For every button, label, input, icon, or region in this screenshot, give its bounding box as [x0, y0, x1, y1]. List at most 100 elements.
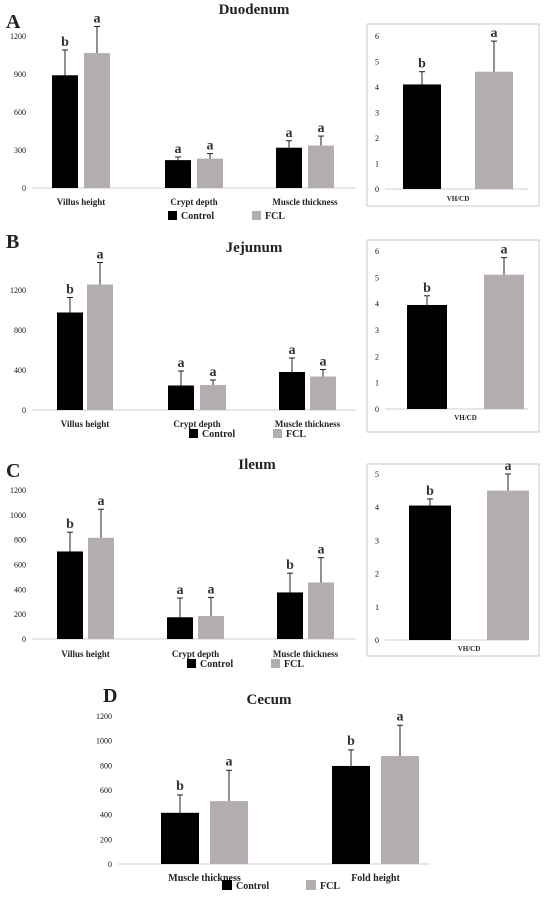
significance-letter: a [318, 543, 325, 558]
bar-fcl [484, 274, 524, 409]
legend-swatch-control [187, 659, 196, 668]
y-tick-label: 5 [375, 470, 379, 479]
y-tick-label: 1200 [10, 32, 26, 41]
y-tick-label: 3 [375, 109, 379, 118]
y-tick-label: 600 [14, 108, 26, 117]
y-tick-label: 1200 [10, 486, 26, 495]
legend-label-fcl: FCL [265, 211, 285, 222]
y-tick-label: 400 [14, 585, 26, 594]
legend-swatch-fcl [273, 429, 282, 438]
significance-letter: a [286, 126, 293, 141]
y-tick-label: 800 [14, 326, 26, 335]
panel-letter-b: B [6, 231, 19, 253]
category-label: Crypt depth [172, 649, 219, 659]
legend-swatch-control [222, 880, 232, 890]
legend: Control FCL [189, 429, 306, 440]
legend-label-control: Control [200, 659, 233, 670]
y-tick-label: 400 [100, 811, 112, 820]
chart-jejunum-main: 0 400 800 1200 b a Villus height a a Crypt depth a… [10, 248, 356, 429]
bar-fcl [310, 376, 336, 410]
bar-fcl [198, 616, 224, 639]
bar-fcl [308, 582, 334, 639]
bar-fcl [84, 53, 110, 188]
legend-swatch-fcl [252, 211, 261, 220]
chart-ileum-vhcd: 0 1 2 3 4 5 b a VH/CD [375, 459, 529, 653]
y-tick-label: 600 [14, 561, 26, 570]
y-tick-label: 2 [375, 352, 379, 361]
vhcd-frame-jejunum [366, 239, 540, 433]
bar-control [57, 551, 83, 639]
significance-letter: b [347, 734, 355, 749]
bar-control [52, 75, 78, 188]
y-tick-label: 5 [375, 273, 379, 282]
legend-swatch-fcl [271, 659, 280, 668]
significance-letter: a [98, 494, 105, 509]
y-tick-label: 3 [375, 536, 379, 545]
bar-fcl [381, 756, 419, 864]
significance-letter: a [491, 26, 498, 41]
y-tick-label: 1000 [10, 511, 26, 520]
bar-fcl [197, 158, 223, 188]
bar-fcl [88, 537, 114, 639]
bar-fcl [210, 801, 248, 864]
significance-letter: a [175, 142, 182, 157]
panel-title-ileum: Ileum [238, 457, 276, 473]
legend-label-control: Control [236, 881, 269, 892]
category-label: VH/CD [458, 645, 481, 653]
y-tick-label: 1000 [96, 737, 112, 746]
y-tick-label: 0 [108, 860, 112, 869]
panel-title-jejunum: Jejunum [226, 240, 283, 256]
y-tick-label: 0 [375, 636, 379, 645]
bar-fcl [487, 490, 529, 640]
significance-letter: a [397, 709, 404, 724]
y-tick-label: 5 [375, 58, 379, 67]
legends-layer: Control FCL Control FCL Control FCL Control FCL [168, 211, 340, 892]
y-tick-label: 1 [375, 603, 379, 612]
y-tick-label: 6 [375, 247, 379, 256]
y-tick-label: 1200 [96, 712, 112, 721]
bar-control [403, 84, 441, 189]
bar-fcl [87, 284, 113, 410]
y-tick-label: 200 [14, 610, 26, 619]
category-label: Fold height [351, 873, 400, 884]
significance-letter: b [66, 517, 74, 532]
legend-label-fcl: FCL [320, 881, 340, 892]
significance-letter: b [176, 779, 184, 794]
chart-ileum-main: 0 200 400 600 800 1000 1200 b a Villus height a a Cr… [10, 486, 356, 659]
bar-control [168, 385, 194, 410]
significance-letter: a [501, 243, 508, 258]
bar-control [167, 617, 193, 639]
y-tick-label: 800 [14, 536, 26, 545]
y-tick-label: 0 [375, 405, 379, 414]
significance-letter: b [61, 35, 69, 50]
category-label: Villus height [61, 649, 109, 659]
significance-letter: b [286, 558, 294, 573]
legend-swatch-control [189, 429, 198, 438]
y-tick-label: 4 [375, 503, 379, 512]
y-tick-label: 200 [100, 835, 112, 844]
significance-letter: a [318, 121, 325, 136]
bar-control [161, 812, 199, 864]
y-tick-label: 600 [100, 786, 112, 795]
y-tick-label: 300 [14, 146, 26, 155]
significance-letter: b [66, 283, 74, 298]
y-tick-label: 2 [375, 134, 379, 143]
y-tick-label: 1 [375, 379, 379, 388]
y-tick-label: 6 [375, 32, 379, 41]
legend: Control FCL [187, 659, 304, 670]
y-tick-label: 0 [22, 184, 26, 193]
chart-cecum: 0 200 400 600 800 1000 1200 b a Muscle thickness b… [96, 709, 430, 884]
panel-letter-a: A [6, 11, 21, 33]
bar-control [332, 765, 370, 864]
y-tick-label: 4 [375, 83, 379, 92]
bar-control [407, 304, 447, 409]
category-label: Villus height [57, 197, 105, 207]
bar-control [165, 160, 191, 188]
significance-letter: a [208, 582, 215, 597]
y-tick-label: 900 [14, 70, 26, 79]
legend-swatch-control [168, 211, 177, 220]
bar-control [57, 312, 83, 410]
significance-letter: b [423, 281, 431, 296]
y-tick-label: 4 [375, 300, 379, 309]
legend-swatch-fcl [306, 880, 316, 890]
